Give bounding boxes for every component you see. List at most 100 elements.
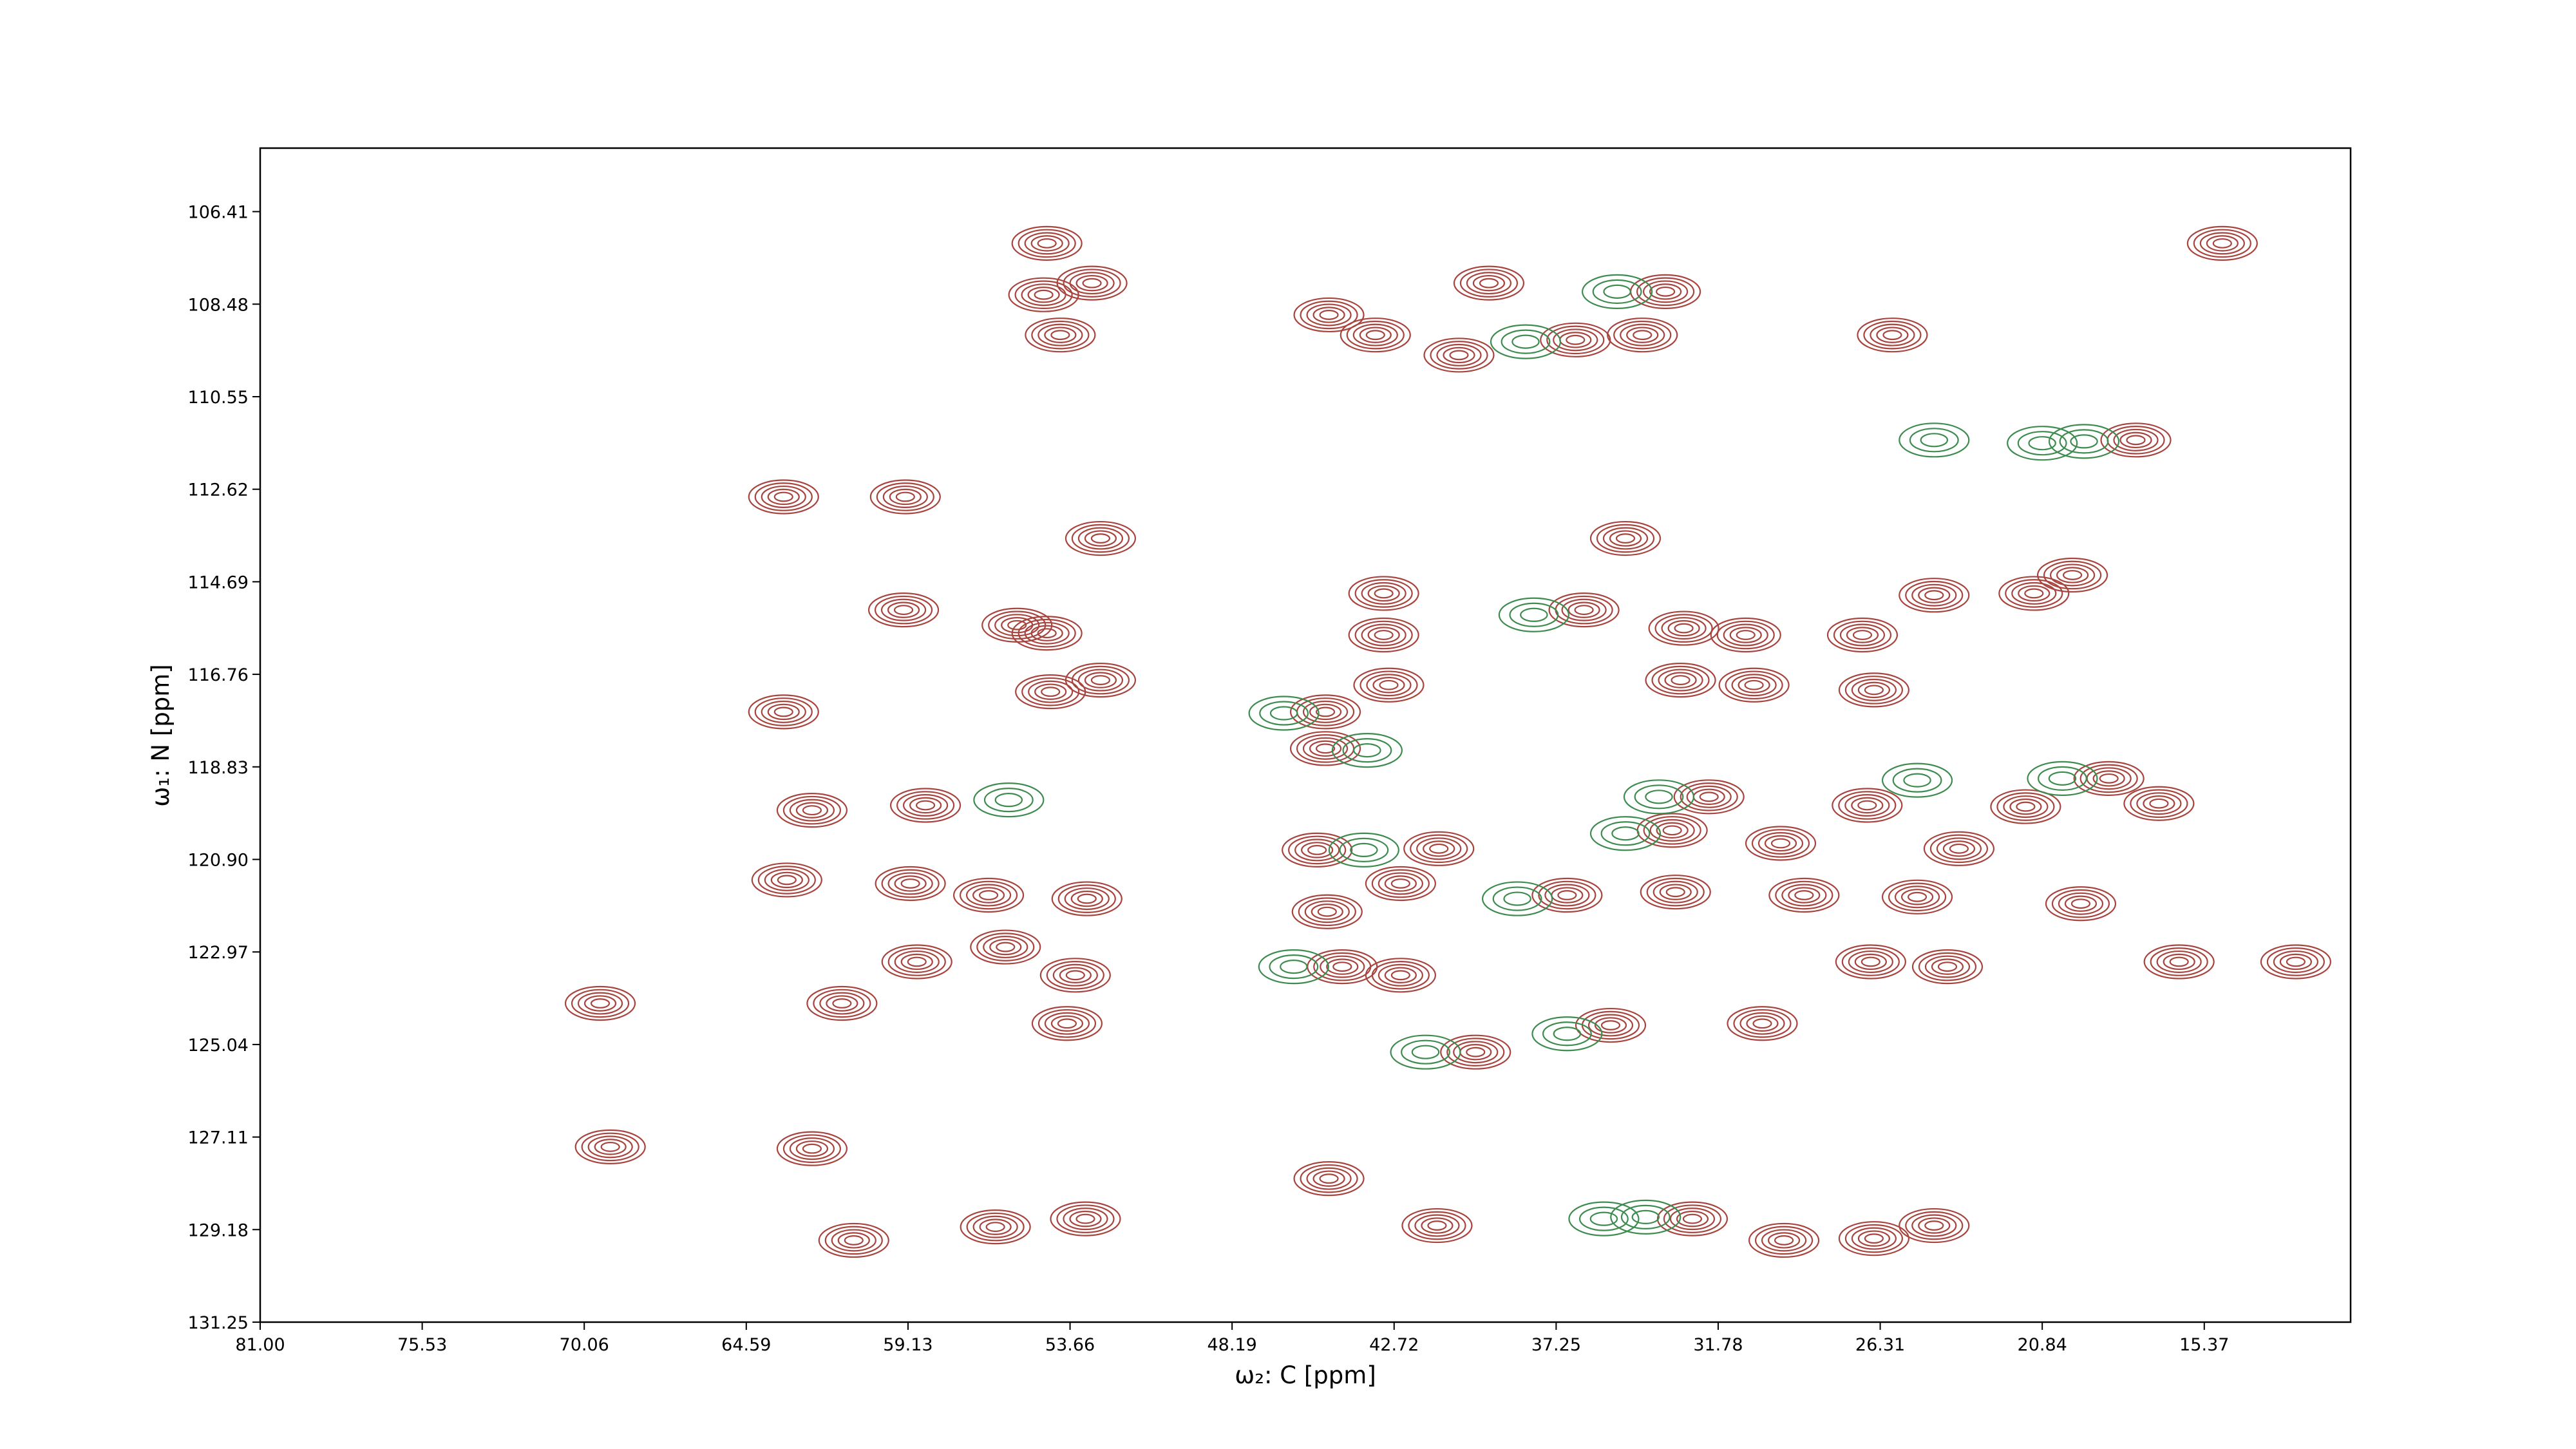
contour-level <box>893 605 914 616</box>
contour-level <box>1050 330 1070 341</box>
contour-level <box>1844 793 1890 817</box>
contour-level <box>818 1222 889 1258</box>
contour-level <box>1542 1021 1592 1046</box>
contour-level <box>915 800 936 811</box>
contour-level <box>1302 700 1349 723</box>
contour-level <box>1320 955 1365 978</box>
contour-level <box>1736 630 1756 640</box>
contour-level <box>1727 1006 1798 1041</box>
contour-level <box>1899 1208 1970 1244</box>
contour-level <box>806 985 878 1021</box>
peak <box>1727 1006 1798 1041</box>
contour-level <box>1361 582 1406 605</box>
contour-level <box>1642 280 1689 303</box>
contour-level <box>2199 232 2245 255</box>
contour-level <box>1070 890 1103 907</box>
contour-level <box>1620 1204 1671 1229</box>
contour-level <box>583 995 617 1012</box>
contour-level <box>795 1140 829 1157</box>
peak <box>574 1129 646 1164</box>
contour-level <box>1574 605 1594 616</box>
contour-level <box>1609 530 1642 547</box>
contour-level <box>789 1137 835 1160</box>
contour-level <box>1390 1034 1461 1070</box>
contour-level <box>782 795 842 825</box>
peak <box>1423 337 1495 373</box>
contour-level <box>1312 307 1345 323</box>
contour-level <box>1640 875 1711 910</box>
contour-level <box>2156 950 2202 973</box>
contour-level <box>1761 1229 1807 1252</box>
contour-level <box>1423 337 1495 373</box>
contour-level <box>1949 843 1969 854</box>
contour-level <box>1065 520 1137 556</box>
contour-level <box>1658 668 1703 692</box>
peak <box>776 793 848 828</box>
contour-level <box>1501 329 1551 354</box>
contour-level <box>989 938 1022 956</box>
contour-level <box>1674 623 1694 634</box>
contour-level <box>1063 1208 1108 1231</box>
contour-level <box>1011 616 1083 651</box>
contour-level <box>1084 530 1117 547</box>
peak <box>1365 958 1436 993</box>
peak <box>1282 832 1353 868</box>
peak <box>1348 617 1419 653</box>
contour-level <box>832 998 852 1009</box>
contour-level <box>1482 881 1553 916</box>
contour-level <box>1589 1211 1618 1226</box>
contour-level <box>1411 1045 1440 1059</box>
contour-level <box>1374 588 1394 599</box>
contour-level <box>1065 663 1137 698</box>
contour-level <box>1018 229 1076 258</box>
contour-level <box>1030 235 1063 252</box>
contour-level <box>1379 679 1399 690</box>
contour-level <box>1854 953 1887 971</box>
contour-level <box>2273 950 2319 973</box>
contour-level <box>1671 675 1690 686</box>
contour-level <box>2070 898 2091 909</box>
peak <box>1340 317 1411 353</box>
contour-level <box>1075 1213 1095 1224</box>
contour-level <box>1920 433 1949 448</box>
contour-level <box>1056 1204 1115 1233</box>
contour-level <box>1592 279 1642 304</box>
contour-level <box>1596 524 1655 553</box>
contour-level <box>1354 620 1413 650</box>
peak <box>1575 1007 1647 1043</box>
peak <box>1640 875 1711 910</box>
contour-level <box>587 1135 633 1159</box>
contour-level <box>2286 956 2306 967</box>
contour-level <box>1293 297 1365 333</box>
contour-level <box>1365 958 1436 993</box>
contour-level <box>2266 947 2325 976</box>
peak <box>1365 866 1436 902</box>
contour-level <box>1352 323 1398 346</box>
contour-level <box>1611 826 1640 841</box>
contour-level <box>1582 274 1653 309</box>
contour-level <box>1744 679 1764 690</box>
contour-level <box>1443 346 1475 364</box>
contour-level <box>1589 520 1662 556</box>
contour-level <box>1025 317 1096 353</box>
contour-level <box>1034 683 1067 700</box>
contour-level <box>2007 426 2078 461</box>
contour-level <box>1633 330 1653 341</box>
contour-level <box>1294 838 1340 862</box>
contour-level <box>978 890 999 900</box>
contour-level <box>1056 265 1128 301</box>
contour-level <box>889 488 922 506</box>
contour-level <box>1888 882 1947 912</box>
contour-level <box>1365 866 1436 902</box>
contour-level <box>1332 961 1352 972</box>
peak <box>2143 944 2215 980</box>
contour-level <box>1084 672 1117 688</box>
contour-level <box>802 1143 822 1154</box>
contour-level <box>1923 831 1995 866</box>
contour-level <box>1258 949 1329 985</box>
contour-level <box>894 875 927 892</box>
contour-level <box>1410 834 1468 864</box>
contour-level <box>1841 947 1900 976</box>
contour-level <box>1918 1217 1951 1234</box>
contour-level <box>1788 887 1821 904</box>
